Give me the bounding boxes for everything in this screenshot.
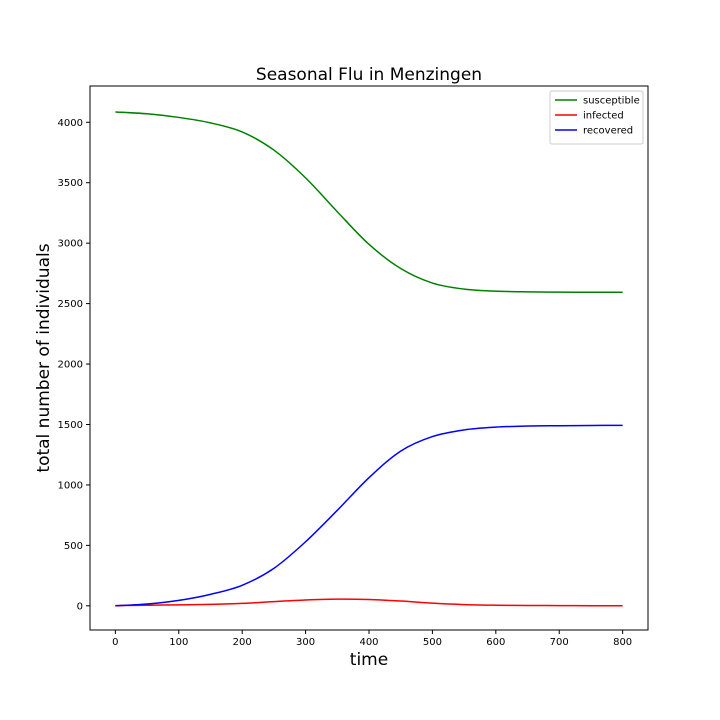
x-tick-label: 200 <box>233 637 252 648</box>
y-tick-label: 1500 <box>58 420 83 431</box>
x-tick-label: 700 <box>550 637 569 648</box>
y-tick-label: 3500 <box>58 178 83 189</box>
y-tick-label: 2000 <box>58 360 83 371</box>
x-tick-label: 300 <box>296 637 315 648</box>
axes-layer: 0 100 200 300 400 500 600 700 800 0 500 1000 1500 200… <box>58 118 633 648</box>
x-tick-label: 800 <box>613 637 632 648</box>
x-tick-label: 0 <box>112 637 118 648</box>
legend-label-susceptible: susceptible <box>583 96 640 107</box>
series-line-infected <box>115 598 623 607</box>
y-tick-label: 1000 <box>58 480 83 491</box>
y-tick-label: 4000 <box>58 118 83 129</box>
legend: susceptible infected recovered <box>549 90 644 145</box>
x-tick-label: 100 <box>169 637 188 648</box>
legend-label-recovered: recovered <box>583 126 633 137</box>
series-line-susceptible <box>115 111 623 293</box>
chart-title: Seasonal Flu in Menzingen <box>256 65 482 85</box>
series-line-recovered <box>115 424 623 607</box>
legend-label-infected: infected <box>583 111 624 122</box>
x-axis-label: time <box>350 650 388 670</box>
plot-frame <box>89 85 649 631</box>
series-layer <box>115 111 623 607</box>
y-tick-label: 0 <box>77 601 83 612</box>
x-tick-label: 500 <box>423 637 442 648</box>
x-tick-label: 600 <box>486 637 505 648</box>
y-tick-label: 500 <box>64 541 83 552</box>
y-axis-label: total number of individuals <box>34 243 54 472</box>
y-tick-label: 2500 <box>58 299 83 310</box>
y-tick-label: 3000 <box>58 239 83 250</box>
x-tick-label: 400 <box>359 637 378 648</box>
